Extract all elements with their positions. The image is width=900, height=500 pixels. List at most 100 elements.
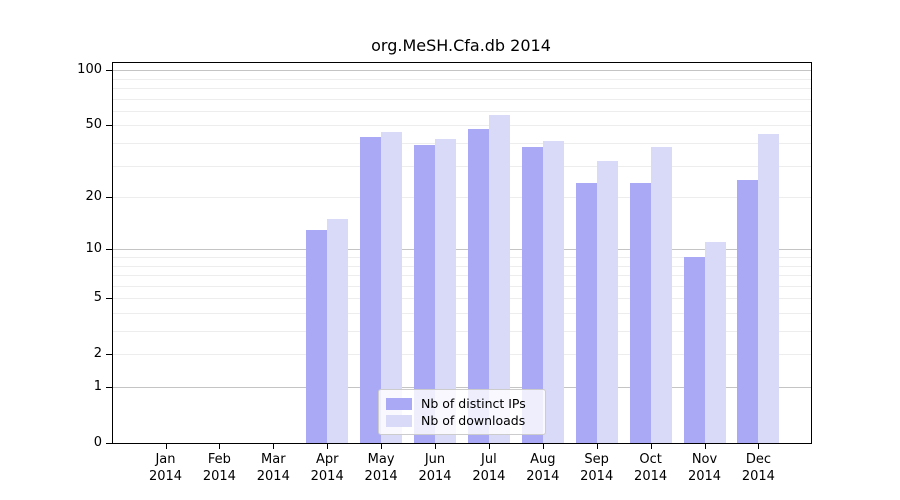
gridline-y-50 [113,125,811,127]
y-tick-20 [106,197,112,199]
y-tick-label-2: 2 [93,346,102,362]
x-tick-nov [704,444,706,449]
x-tick-label-feb: Feb 2014 [191,451,247,485]
x-tick-apr [327,444,329,449]
x-tick-feb [219,444,221,449]
y-tick-label-100: 100 [77,62,102,78]
month-label: Jul [481,452,497,467]
x-tick-oct [650,444,652,449]
y-tick-5 [106,298,112,300]
month-label: Feb [207,452,231,467]
legend-entry-distinct-ips: Nb of distinct IPs [386,395,538,412]
year-label: 2014 [256,469,290,484]
gridline-y-20 [113,197,811,199]
bar-downloads-jun [435,139,456,443]
bar-downloads-dec [758,133,780,443]
y-tick-100 [106,70,112,72]
month-label: Sep [584,452,609,467]
bar-downloads-apr [327,219,349,443]
gridline-y-40 [113,143,811,145]
month-label: Mar [261,452,286,467]
x-tick-jan [165,444,167,449]
bar-distinct-ips-sep [575,182,597,443]
year-label: 2014 [741,469,775,484]
gridline-y-100 [113,70,811,72]
gridline-y-3 [113,331,811,333]
bar-distinct-ips-apr [306,229,328,443]
bar-distinct-ips-jul [467,128,489,443]
x-tick-label-aug: Aug 2014 [515,451,571,485]
bar-downloads-aug [542,141,564,443]
gridline-y-70 [113,98,811,100]
gridline-y-90 [113,78,811,80]
gridline-y-1 [113,387,811,388]
x-tick-label-jul: Jul 2014 [461,451,517,485]
x-tick-jun [435,444,436,449]
x-tick-may [381,444,383,449]
bar-downloads-jul [488,115,510,443]
x-tick-label-jan: Jan 2014 [138,451,194,485]
y-tick-label-5: 5 [93,290,102,306]
month-label: Oct [639,452,662,467]
month-label: Jan [155,452,176,467]
month-label: Jun [424,452,446,467]
x-tick-label-apr: Apr 2014 [299,451,355,485]
x-tick-label-sep: Sep 2014 [569,451,625,485]
bar-downloads-sep [596,160,618,443]
bar-distinct-ips-dec [737,179,759,443]
gridline-y-6 [113,285,811,287]
legend-label-downloads: Nb of downloads [421,413,526,428]
y-tick-label-50: 50 [85,117,102,133]
gridline-y-60 [113,110,811,112]
y-tick-label-20: 20 [85,189,102,205]
x-tick-label-may: May 2014 [353,451,409,485]
plot-area [112,62,812,444]
y-tick-label-0: 0 [93,435,102,450]
year-label: 2014 [472,469,506,484]
bar-distinct-ips-nov [683,257,705,443]
bar-distinct-ips-aug [521,147,543,443]
month-label: May [367,452,395,467]
bar-distinct-ips-may [360,137,382,443]
y-tick-0 [106,443,112,444]
y-tick-1 [106,387,112,388]
bar-distinct-ips-oct [629,182,651,443]
bar-distinct-ips-jun [414,145,435,443]
x-tick-aug [542,444,544,449]
y-tick-50 [106,125,112,127]
bar-downloads-may [381,132,403,443]
legend: Nb of distinct IPs Nb of downloads [378,389,546,435]
legend-swatch-downloads [386,414,412,427]
y-tick-label-1: 1 [93,379,102,394]
gridline-y-80 [113,88,811,90]
gridline-y-30 [113,165,811,167]
year-label: 2014 [580,469,614,484]
year-label: 2014 [364,469,398,484]
bar-downloads-nov [704,242,726,443]
gridline-y-5 [113,298,811,300]
y-tick-2 [106,354,112,356]
gridline-y-8 [113,265,811,267]
month-label: Dec [745,452,771,467]
x-tick-dec [758,444,760,449]
x-tick-jul [488,444,490,449]
year-label: 2014 [634,469,668,484]
year-label: 2014 [418,469,452,484]
gridline-y-7 [113,275,811,277]
year-label: 2014 [687,469,722,484]
x-tick-label-oct: Oct 2014 [623,451,679,485]
x-tick-label-jun: Jun 2014 [407,451,463,485]
gridline-y-4 [113,312,811,314]
x-tick-label-mar: Mar 2014 [245,451,301,485]
x-tick-sep [596,444,598,449]
x-tick-label-nov: Nov 2014 [677,451,733,485]
gridline-y-2 [113,354,811,356]
x-tick-label-dec: Dec 2014 [730,451,786,485]
bar-downloads-oct [650,147,672,443]
legend-entry-downloads: Nb of downloads [386,412,538,429]
gridline-y-9 [113,257,811,258]
year-label: 2014 [526,469,560,484]
month-label: Apr [315,452,339,467]
year-label: 2014 [148,469,183,484]
gridline-y-10 [113,249,811,251]
